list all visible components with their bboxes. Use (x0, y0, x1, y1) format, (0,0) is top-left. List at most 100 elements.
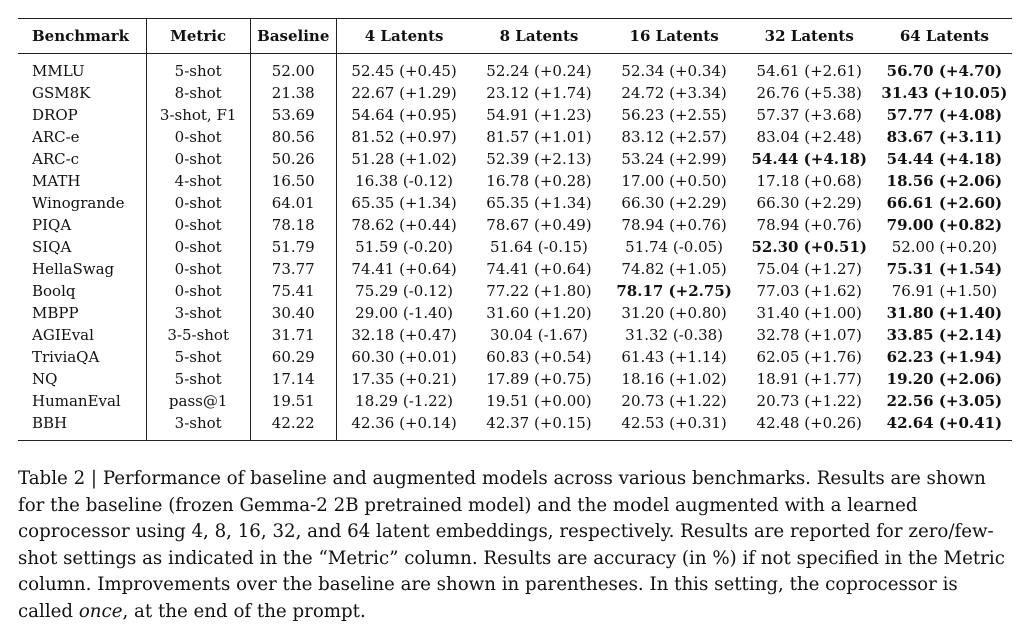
cell-latent-result: 65.35 (+1.34) (351, 194, 457, 212)
cell-latent-result: 77.03 (+1.62) (756, 282, 862, 300)
results-table-container: Benchmark Metric Baseline 4 Latents 8 La… (18, 18, 1012, 441)
cell-latent-result: 78.94 (+0.76) (756, 216, 862, 234)
cell-latent-result: 78.94 (+0.76) (621, 216, 727, 234)
table-row: NQ 5-shot 17.14 17.35 (+0.21) 17.89 (+0.75) 1… (18, 368, 1012, 390)
cell-latent-result: 56.70 (+4.70) (886, 62, 1003, 80)
cell-baseline: 30.40 (250, 302, 337, 324)
cell-benchmark: AGIEval (18, 324, 147, 346)
cell-latent-result: 75.04 (+1.27) (756, 260, 862, 278)
cell-latent-result: 75.29 (-0.12) (355, 282, 454, 300)
cell-benchmark: MBPP (18, 302, 147, 324)
cell-latent-result: 54.64 (+0.95) (351, 106, 457, 124)
cell-metric: 5-shot (146, 368, 251, 390)
cell-latent-result: 52.39 (+2.13) (486, 150, 592, 168)
cell-latent-result: 23.12 (+1.74) (486, 84, 592, 102)
cell-latent-result: 61.43 (+1.14) (621, 348, 727, 366)
cell-latent-result: 51.28 (+1.02) (351, 150, 457, 168)
cell-latent-result: 33.85 (+2.14) (886, 326, 1003, 344)
cell-latent-result: 54.44 (+4.18) (886, 150, 1003, 168)
cell-latent-result: 83.04 (+2.48) (756, 128, 862, 146)
header-metric: Metric (146, 18, 251, 54)
cell-latent-result: 52.00 (+0.20) (891, 238, 998, 256)
cell-metric: 3-5-shot (146, 324, 251, 346)
cell-benchmark: PIQA (18, 214, 147, 236)
cell-metric: 5-shot (146, 346, 251, 368)
cell-baseline: 31.71 (250, 324, 337, 346)
cell-latent-result: 17.00 (+0.50) (621, 172, 727, 190)
cell-latent-result: 31.32 (-0.38) (625, 326, 724, 344)
cell-latent-result: 53.24 (+2.99) (621, 150, 727, 168)
caption-text-end: , at the end of the prompt. (122, 600, 366, 622)
cell-latent-result: 16.78 (+0.28) (486, 172, 592, 190)
table-row: HumanEval pass@1 19.51 18.29 (-1.22) 19.51 (… (18, 390, 1012, 412)
cell-latent-result: 17.35 (+0.21) (351, 370, 457, 388)
cell-latent-result: 30.04 (-1.67) (490, 326, 588, 344)
cell-benchmark: Boolq (18, 280, 147, 302)
cell-latent-result: 78.67 (+0.49) (486, 216, 592, 234)
cell-baseline: 50.26 (250, 148, 337, 170)
cell-latent-result: 81.52 (+0.97) (351, 128, 457, 146)
table-row: TriviaQA 5-shot 60.29 60.30 (+0.01) 60.83 (+… (18, 346, 1012, 368)
cell-metric: 0-shot (146, 148, 251, 170)
cell-metric: 0-shot (146, 192, 251, 214)
header-8-latents: 8 Latents (471, 18, 607, 54)
cell-latent-result: 52.30 (+0.51) (751, 238, 867, 256)
cell-baseline: 16.50 (250, 170, 337, 192)
cell-latent-result: 42.53 (+0.31) (606, 412, 742, 441)
cell-latent-result: 22.56 (+3.05) (886, 392, 1003, 410)
cell-latent-result: 18.91 (+1.77) (756, 370, 862, 388)
cell-latent-result: 60.30 (+0.01) (351, 348, 457, 366)
cell-latent-result: 16.38 (-0.12) (355, 172, 454, 190)
cell-latent-result: 78.17 (+2.75) (616, 282, 732, 300)
table-row: ARC-c 0-shot 50.26 51.28 (+1.02) 52.39 (+2.1… (18, 148, 1012, 170)
cell-baseline: 17.14 (250, 368, 337, 390)
caption-emphasis: once (78, 600, 123, 622)
cell-latent-result: 19.51 (+0.00) (486, 392, 592, 410)
cell-baseline: 64.01 (250, 192, 337, 214)
cell-latent-result: 74.82 (+1.05) (621, 260, 727, 278)
cell-latent-result: 75.31 (+1.54) (886, 260, 1003, 278)
cell-latent-result: 18.56 (+2.06) (886, 172, 1003, 190)
cell-latent-result: 52.34 (+0.34) (621, 62, 727, 80)
cell-latent-result: 20.73 (+1.22) (621, 392, 727, 410)
cell-latent-result: 52.24 (+0.24) (486, 62, 592, 80)
cell-latent-result: 83.67 (+3.11) (886, 128, 1003, 146)
cell-latent-result: 57.37 (+3.68) (756, 106, 862, 124)
cell-latent-result: 60.83 (+0.54) (486, 348, 592, 366)
cell-baseline: 73.77 (250, 258, 337, 280)
cell-latent-result: 54.91 (+1.23) (486, 106, 592, 124)
table-row: BBH 3-shot 42.22 42.36 (+0.14) 42.37 (+0.15)… (18, 412, 1012, 441)
cell-latent-result: 51.59 (-0.20) (355, 238, 454, 256)
cell-baseline: 60.29 (250, 346, 337, 368)
header-16-latents: 16 Latents (606, 18, 742, 54)
cell-metric: 0-shot (146, 126, 251, 148)
cell-benchmark: TriviaQA (18, 346, 147, 368)
cell-metric: 0-shot (146, 258, 251, 280)
cell-latent-result: 31.20 (+0.80) (621, 304, 727, 322)
cell-latent-result: 79.00 (+0.82) (886, 216, 1003, 234)
cell-metric: 0-shot (146, 236, 251, 258)
cell-latent-result: 31.43 (+10.05) (881, 84, 1008, 102)
cell-latent-result: 56.23 (+2.55) (621, 106, 727, 124)
cell-latent-result: 26.76 (+5.38) (756, 84, 862, 102)
cell-latent-result: 77.22 (+1.80) (486, 282, 592, 300)
cell-metric: 0-shot (146, 280, 251, 302)
cell-benchmark: BBH (18, 412, 147, 441)
header-64-latents: 64 Latents (876, 18, 1012, 54)
table-row: GSM8K 8-shot 21.38 22.67 (+1.29) 23.12 (+1.7… (18, 82, 1012, 104)
cell-metric: 3-shot (146, 302, 251, 324)
cell-benchmark: Winogrande (18, 192, 147, 214)
cell-baseline: 51.79 (250, 236, 337, 258)
cell-latent-result: 54.44 (+4.18) (751, 150, 867, 168)
table-row: Boolq 0-shot 75.41 75.29 (-0.12) 77.22 (+1.8… (18, 280, 1012, 302)
table-row: HellaSwag 0-shot 73.77 74.41 (+0.64) 74.41 (… (18, 258, 1012, 280)
cell-baseline: 42.22 (250, 412, 337, 441)
table-row: MMLU 5-shot 52.00 52.45 (+0.45) 52.24 (+0.24… (18, 53, 1012, 82)
cell-latent-result: 18.29 (-1.22) (355, 392, 454, 410)
cell-latent-result: 74.41 (+0.64) (351, 260, 457, 278)
cell-latent-result: 22.67 (+1.29) (351, 84, 457, 102)
cell-latent-result: 66.30 (+2.29) (756, 194, 862, 212)
table-row: DROP 3-shot, F1 53.69 54.64 (+0.95) 54.91 (+… (18, 104, 1012, 126)
cell-baseline: 80.56 (250, 126, 337, 148)
cell-latent-result: 24.72 (+3.34) (621, 84, 727, 102)
